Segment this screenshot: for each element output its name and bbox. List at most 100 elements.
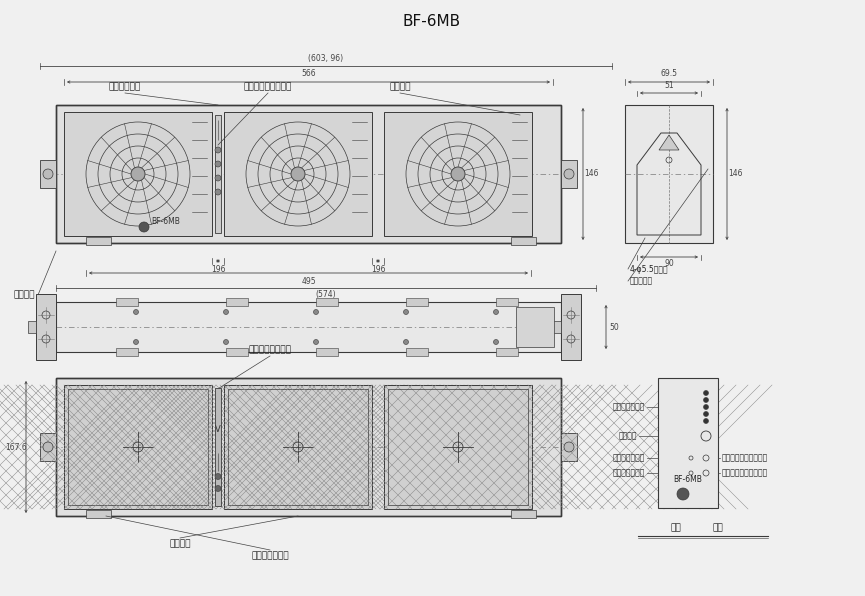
Text: フィルタ: フィルタ bbox=[170, 539, 191, 548]
Text: 90: 90 bbox=[664, 259, 674, 268]
Text: 51: 51 bbox=[664, 82, 674, 91]
Bar bbox=[68, 389, 208, 505]
Bar bbox=[406, 298, 428, 306]
Text: 196: 196 bbox=[371, 265, 385, 274]
Bar bbox=[224, 385, 372, 509]
Circle shape bbox=[215, 175, 221, 181]
Bar bbox=[625, 105, 713, 243]
Circle shape bbox=[703, 405, 708, 409]
Circle shape bbox=[291, 167, 305, 181]
Text: 風量調整: 風量調整 bbox=[618, 432, 637, 440]
Text: 詳細: 詳細 bbox=[713, 523, 723, 532]
Bar bbox=[561, 294, 581, 360]
Text: 495: 495 bbox=[301, 277, 316, 285]
Bar bbox=[215, 388, 221, 506]
Bar bbox=[516, 307, 554, 347]
Text: BF-6MB: BF-6MB bbox=[674, 476, 702, 485]
Text: 566: 566 bbox=[301, 70, 316, 79]
Bar bbox=[384, 385, 532, 509]
Text: BF-6MB: BF-6MB bbox=[151, 216, 181, 225]
Bar bbox=[56, 378, 561, 516]
Text: ノブボルト: ノブボルト bbox=[630, 277, 653, 285]
Text: 4-φ5.5取付穴: 4-φ5.5取付穴 bbox=[630, 265, 669, 274]
Circle shape bbox=[451, 167, 465, 181]
Bar bbox=[86, 510, 111, 518]
Circle shape bbox=[223, 340, 228, 344]
Text: V: V bbox=[215, 425, 221, 434]
Text: 電源スイッチ: 電源スイッチ bbox=[109, 82, 141, 92]
Bar bbox=[116, 298, 138, 306]
Circle shape bbox=[133, 309, 138, 315]
Circle shape bbox=[313, 340, 318, 344]
Bar bbox=[224, 112, 372, 236]
Circle shape bbox=[313, 309, 318, 315]
Text: 146: 146 bbox=[584, 169, 599, 178]
Text: 電源表示灯　緑: 電源表示灯 緑 bbox=[612, 468, 645, 477]
Bar bbox=[316, 348, 338, 356]
Circle shape bbox=[215, 486, 221, 492]
Bar bbox=[28, 321, 36, 333]
Polygon shape bbox=[659, 135, 679, 150]
Bar bbox=[561, 160, 577, 188]
Text: 196: 196 bbox=[211, 265, 225, 274]
Circle shape bbox=[215, 147, 221, 153]
Bar bbox=[228, 389, 368, 505]
Bar bbox=[511, 510, 536, 518]
Bar bbox=[64, 112, 212, 236]
Circle shape bbox=[133, 340, 138, 344]
Bar bbox=[64, 385, 212, 509]
Bar bbox=[56, 105, 561, 243]
Bar bbox=[36, 294, 56, 360]
Circle shape bbox=[703, 418, 708, 424]
Bar bbox=[40, 160, 56, 188]
Circle shape bbox=[564, 442, 574, 452]
Bar bbox=[86, 237, 111, 245]
Circle shape bbox=[677, 488, 689, 500]
Bar bbox=[388, 389, 528, 505]
Text: (574): (574) bbox=[316, 290, 336, 300]
Circle shape bbox=[403, 340, 408, 344]
Bar bbox=[511, 237, 536, 245]
Circle shape bbox=[139, 222, 149, 232]
Text: ルーバー: ルーバー bbox=[389, 82, 411, 92]
Bar bbox=[658, 378, 718, 508]
Text: 過電流検知表示灯　赤: 過電流検知表示灯 赤 bbox=[722, 454, 768, 462]
Bar bbox=[56, 105, 561, 243]
Circle shape bbox=[43, 442, 53, 452]
Circle shape bbox=[223, 309, 228, 315]
Circle shape bbox=[703, 398, 708, 402]
Circle shape bbox=[703, 411, 708, 417]
Bar bbox=[384, 112, 532, 236]
Circle shape bbox=[43, 169, 53, 179]
Text: 風量調整ボリューム: 風量調整ボリューム bbox=[244, 82, 292, 92]
Text: スタンド: スタンド bbox=[14, 290, 35, 300]
Circle shape bbox=[494, 309, 498, 315]
Bar bbox=[224, 385, 372, 509]
Bar bbox=[553, 321, 561, 333]
Circle shape bbox=[215, 161, 221, 167]
Bar bbox=[496, 298, 518, 306]
Bar bbox=[561, 433, 577, 461]
Text: (603, 96): (603, 96) bbox=[309, 54, 343, 63]
Bar bbox=[406, 348, 428, 356]
Text: 動作表示灯　緑: 動作表示灯 緑 bbox=[612, 454, 645, 462]
Circle shape bbox=[564, 169, 574, 179]
Bar bbox=[215, 115, 221, 233]
Text: 146: 146 bbox=[727, 169, 742, 178]
Bar bbox=[384, 385, 532, 509]
Bar bbox=[64, 385, 212, 509]
Text: 電源信号コネクタ: 電源信号コネクタ bbox=[248, 346, 292, 355]
Text: 167.6: 167.6 bbox=[5, 442, 27, 452]
Bar bbox=[316, 298, 338, 306]
Circle shape bbox=[403, 309, 408, 315]
Circle shape bbox=[494, 340, 498, 344]
Text: 50: 50 bbox=[609, 322, 618, 331]
Bar bbox=[56, 302, 561, 352]
Circle shape bbox=[131, 167, 145, 181]
Bar bbox=[116, 348, 138, 356]
Bar bbox=[40, 433, 56, 461]
Circle shape bbox=[703, 390, 708, 396]
Text: 微放電検知表示灯　赤: 微放電検知表示灯 赤 bbox=[722, 468, 768, 477]
Text: 前面: 前面 bbox=[670, 523, 682, 532]
Bar bbox=[56, 378, 561, 516]
